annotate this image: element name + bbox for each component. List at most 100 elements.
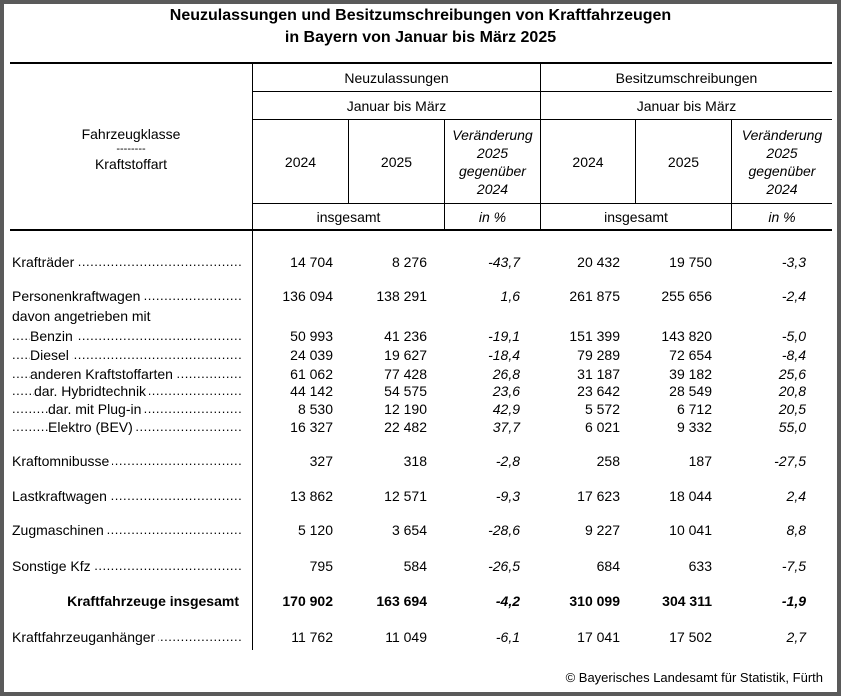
- cell-change-percent: -5,0: [781, 328, 806, 344]
- table-row: Elektro (BEV) 16 327 22 482 37,7 6 021 9 332 5…: [12, 419, 832, 437]
- cell-value: 9 227: [584, 522, 620, 538]
- cell-change-percent: -2,8: [495, 453, 520, 469]
- change-label: 2024: [476, 180, 509, 197]
- rule: [253, 203, 832, 204]
- cell-change-percent: 2,4: [786, 488, 806, 504]
- cell-value: 584: [403, 558, 427, 574]
- cell-change-percent: -8,4: [781, 347, 806, 363]
- row-label-text: Sonstige Kfz: [12, 558, 94, 574]
- change-label: Veränderung: [741, 126, 823, 143]
- cell-value: 17 623: [577, 488, 620, 504]
- row-label: Lastkraftwagen: [12, 488, 242, 506]
- cell-value: 22 482: [384, 419, 427, 435]
- cell-value: 19 627: [384, 347, 427, 363]
- cell-value: 258: [596, 453, 620, 469]
- cell-value: 6 021: [584, 419, 620, 435]
- cell-value: 54 575: [384, 383, 427, 399]
- cell-change-percent: -26,5: [488, 558, 520, 574]
- cell-value: 9 332: [676, 419, 712, 435]
- cell-value: 5 572: [584, 401, 620, 417]
- cell-value: 318: [403, 453, 427, 469]
- unit-percent: in %: [478, 208, 507, 225]
- change-label: 2024: [766, 180, 798, 197]
- cell-change-percent: 20,5: [778, 401, 806, 417]
- row-label-text: Diesel: [30, 347, 72, 363]
- cell-value: 10 041: [669, 522, 712, 538]
- row-label-text: Lastkraftwagen: [12, 488, 110, 504]
- cell-value: 44 142: [290, 383, 333, 399]
- cell-change-percent: 25,6: [778, 366, 806, 382]
- table-row: Benzin 50 993 41 236 -19,1 151 399 143 820 -5,…: [12, 328, 832, 346]
- row-label: Kraftomnibusse: [12, 453, 242, 471]
- unit-absolute: insgesamt: [604, 208, 668, 225]
- cell-value: 795: [309, 558, 333, 574]
- table-row: davon angetrieben mit: [12, 308, 832, 326]
- row-label: anderen Kraftstoffarten: [12, 366, 242, 384]
- group-neuzulassungen: Neuzulassungen: [344, 69, 449, 86]
- row-label: Sonstige Kfz: [12, 558, 242, 576]
- cell-value: 5 120: [297, 522, 333, 538]
- year-header: 2024: [572, 153, 604, 170]
- cell-value: 79 289: [577, 347, 620, 363]
- cell-change-percent: -19,1: [488, 328, 520, 344]
- table-row: dar. Hybridtechnik 44 142 54 575 23,6 23 642…: [12, 383, 832, 401]
- cell-value: 136 094: [282, 288, 333, 304]
- rule-header-bottom: [10, 229, 832, 231]
- rule: [253, 91, 832, 92]
- cell-value: 11 762: [291, 629, 333, 645]
- table-row: dar. mit Plug-in 8 530 12 190 42,9 5 572 6 71…: [12, 401, 832, 419]
- row-label: Zugmaschinen: [12, 522, 242, 540]
- row-label-text: dar. mit Plug-in: [48, 401, 145, 417]
- cell-change-percent: 8,8: [786, 522, 806, 538]
- row-label-text: Zugmaschinen: [12, 522, 107, 538]
- cell-change-percent: -7,5: [781, 558, 806, 574]
- cell-change-percent: -27,5: [774, 453, 806, 469]
- change-label: 2025: [476, 144, 509, 161]
- row-label-text: Benzin: [30, 328, 76, 344]
- cell-value: 50 993: [290, 328, 333, 344]
- table-row: Kraftomnibusse 327 318 -2,8 258 187 -27,5: [12, 453, 832, 471]
- row-label: Diesel: [12, 347, 242, 365]
- row-label: Personenkraftwagen: [12, 288, 242, 306]
- cell-value: 170 902: [282, 593, 333, 609]
- cell-value: 20 432: [577, 254, 620, 270]
- change-label: gegenüber: [459, 162, 526, 179]
- unit-percent: in %: [768, 208, 796, 225]
- row-label-text: Kraftomnibusse: [12, 453, 113, 469]
- cell-value: 151 399: [569, 328, 620, 344]
- row-label: Benzin: [12, 328, 242, 346]
- row-label: dar. Hybridtechnik: [12, 383, 242, 401]
- cell-change-percent: -4,2: [495, 593, 520, 609]
- table-row: Diesel 24 039 19 627 -18,4 79 289 72 654 -8,4: [12, 347, 832, 365]
- cell-value: 633: [688, 558, 712, 574]
- cell-value: 12 571: [384, 488, 427, 504]
- cell-change-percent: -9,3: [495, 488, 520, 504]
- cell-value: 261 875: [569, 288, 620, 304]
- row-label-text: anderen Kraftstoffarten: [30, 366, 176, 382]
- cell-value: 19 750: [669, 254, 712, 270]
- cell-value: 138 291: [376, 288, 427, 304]
- row-label-text: Elektro (BEV): [48, 419, 136, 435]
- cell-value: 17 502: [669, 629, 712, 645]
- cell-value: 23 642: [577, 383, 620, 399]
- row-label-text: davon angetrieben mit: [12, 308, 154, 324]
- change-label: Veränderung: [452, 126, 533, 143]
- rule: [348, 119, 349, 203]
- rule: [731, 119, 732, 231]
- cell-value: 163 694: [376, 593, 427, 609]
- table-row: Personenkraftwagen 136 094 138 291 1,6 261 8…: [12, 288, 832, 306]
- change-label: 2025: [766, 144, 798, 161]
- rule: [444, 119, 445, 231]
- row-label: davon angetrieben mit: [12, 308, 242, 326]
- cell-value: 17 041: [577, 629, 620, 645]
- row-label: Kraftfahrzeuganhänger: [12, 629, 242, 647]
- row-label: Elektro (BEV): [12, 419, 242, 437]
- title-line-2: in Bayern von Januar bis März 2025: [284, 29, 557, 46]
- cell-change-percent: -2,4: [781, 288, 806, 304]
- row-label-text: Personenkraftwagen: [12, 288, 144, 304]
- cell-value: 39 182: [669, 366, 712, 382]
- row-label: Krafträder: [12, 254, 242, 272]
- cell-change-percent: 42,9: [492, 401, 520, 417]
- year-header: 2024: [284, 153, 317, 170]
- unit-absolute: insgesamt: [316, 208, 381, 225]
